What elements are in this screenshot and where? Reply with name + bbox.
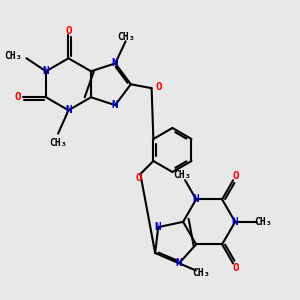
Text: CH₃: CH₃ — [173, 170, 191, 180]
Text: O: O — [136, 173, 142, 183]
Text: N: N — [65, 105, 72, 115]
Text: CH₃: CH₃ — [117, 32, 135, 42]
Text: N: N — [112, 100, 119, 110]
Text: N: N — [43, 66, 50, 76]
Text: CH₃: CH₃ — [49, 138, 67, 148]
Text: N: N — [112, 58, 119, 68]
Text: CH₃: CH₃ — [4, 51, 22, 61]
Text: O: O — [65, 26, 72, 36]
Text: CH₃: CH₃ — [254, 217, 272, 227]
Text: N: N — [155, 222, 162, 232]
Text: N: N — [176, 258, 182, 268]
Text: N: N — [232, 217, 238, 227]
Text: O: O — [232, 263, 239, 273]
Text: O: O — [155, 82, 162, 92]
Text: CH₃: CH₃ — [192, 268, 210, 278]
Text: N: N — [193, 194, 200, 204]
Text: O: O — [232, 171, 239, 181]
Text: O: O — [14, 92, 21, 102]
